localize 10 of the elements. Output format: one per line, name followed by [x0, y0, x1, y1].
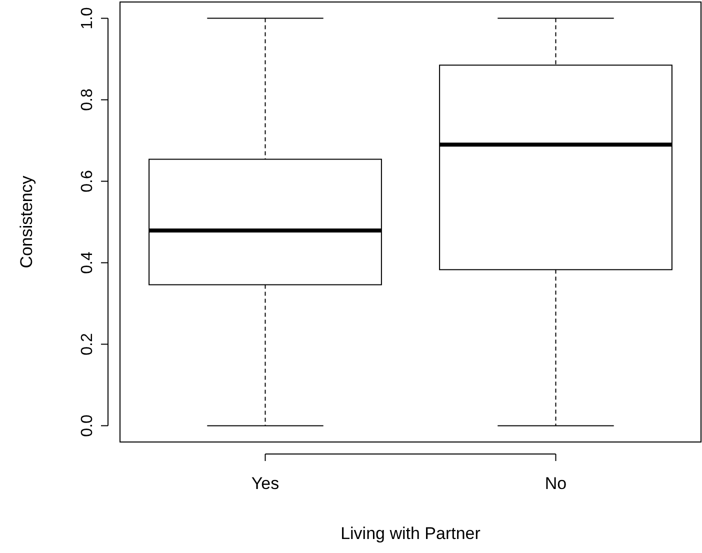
y-tick-label: 1.0: [79, 7, 96, 30]
x-tick-label: Yes: [251, 474, 280, 493]
x-tick-label: No: [544, 474, 567, 493]
y-tick-label: 0.2: [79, 333, 96, 356]
y-axis-title: Consistency: [17, 175, 36, 268]
x-axis-title: Living with Partner: [340, 524, 481, 543]
y-tick-label: 0.4: [79, 252, 96, 274]
y-tick-label: 0.6: [79, 170, 96, 192]
y-tick-label: 0.0: [79, 414, 96, 437]
y-tick-label: 0.8: [79, 88, 96, 111]
